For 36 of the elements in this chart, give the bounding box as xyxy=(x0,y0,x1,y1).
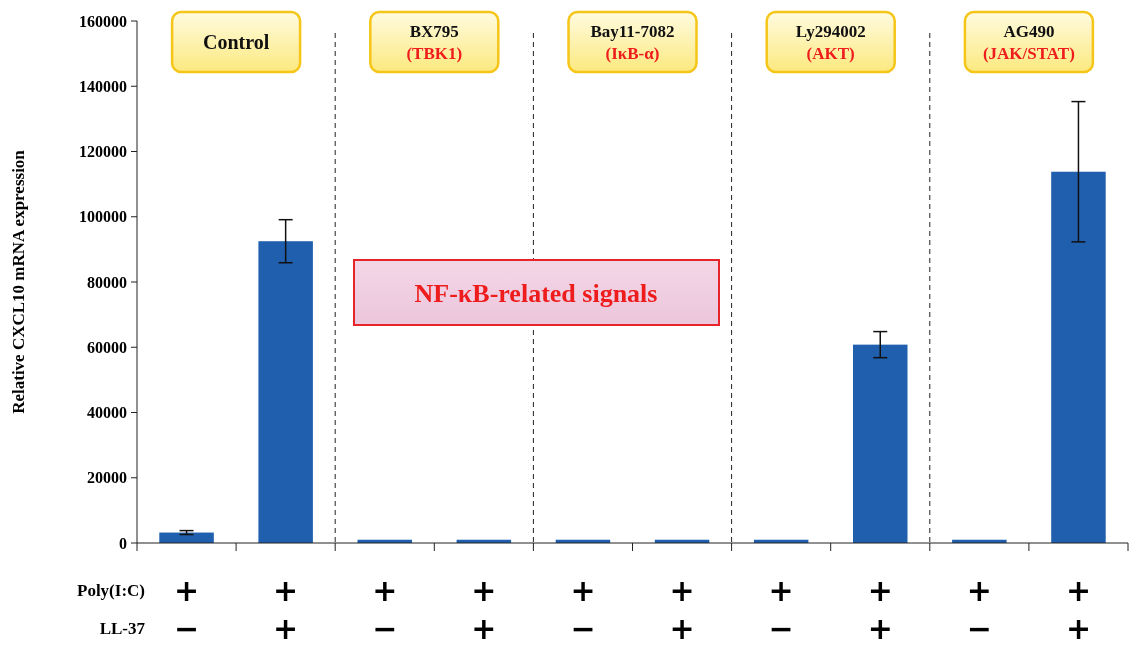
annotation: Ly294002 (AKT) xyxy=(795,21,866,63)
x-tick-label: + − xyxy=(966,572,992,646)
label-box: NF-κB-related signals xyxy=(353,259,720,326)
annotation: AG490 (JAK/STAT) xyxy=(982,21,1075,63)
label-box: Ly294002 (AKT) xyxy=(765,10,896,74)
x-axis-title: Poly(I:C) LL-37 xyxy=(77,580,146,638)
annotation: Bay11-7082 (IκB-α) xyxy=(590,21,675,63)
label-box: Bay11-7082 (IκB-α) xyxy=(567,10,698,74)
label-box: AG490 (JAK/STAT) xyxy=(963,10,1095,74)
bar xyxy=(853,344,908,543)
y-tick-label: 140000 xyxy=(79,77,127,95)
bar xyxy=(1051,171,1106,543)
y-axis-title: Relative CXCL10 mRNA expression xyxy=(9,149,28,414)
x-tick-label: + − xyxy=(570,572,596,646)
bar xyxy=(258,241,313,543)
annotation: BX795 (TBK1) xyxy=(406,21,463,63)
y-tick-label: 80000 xyxy=(87,273,127,291)
y-tick-label: 120000 xyxy=(79,143,127,161)
annotation: NF-κB-related signals xyxy=(414,279,658,309)
x-tick-label: + + xyxy=(669,572,695,646)
label-box: Control xyxy=(170,10,302,74)
y-tick-label: 0 xyxy=(119,534,127,552)
x-tick-label: + + xyxy=(273,572,299,646)
y-tick-label: 40000 xyxy=(87,404,127,422)
x-tick-label: + + xyxy=(471,572,497,646)
x-tick-label: + + xyxy=(1065,572,1092,646)
annotation: Control xyxy=(202,31,270,53)
label-box: BX795 (TBK1) xyxy=(369,10,500,74)
y-tick-label: 60000 xyxy=(87,338,127,356)
x-tick-label: + − xyxy=(372,572,398,646)
y-tick-label: 100000 xyxy=(79,208,127,226)
x-tick-label: + + xyxy=(867,572,893,646)
y-tick-label: 20000 xyxy=(87,469,127,487)
x-tick-label: + − xyxy=(768,572,794,646)
x-tick-label: + − xyxy=(173,572,200,646)
y-tick-label: 160000 xyxy=(79,12,127,30)
